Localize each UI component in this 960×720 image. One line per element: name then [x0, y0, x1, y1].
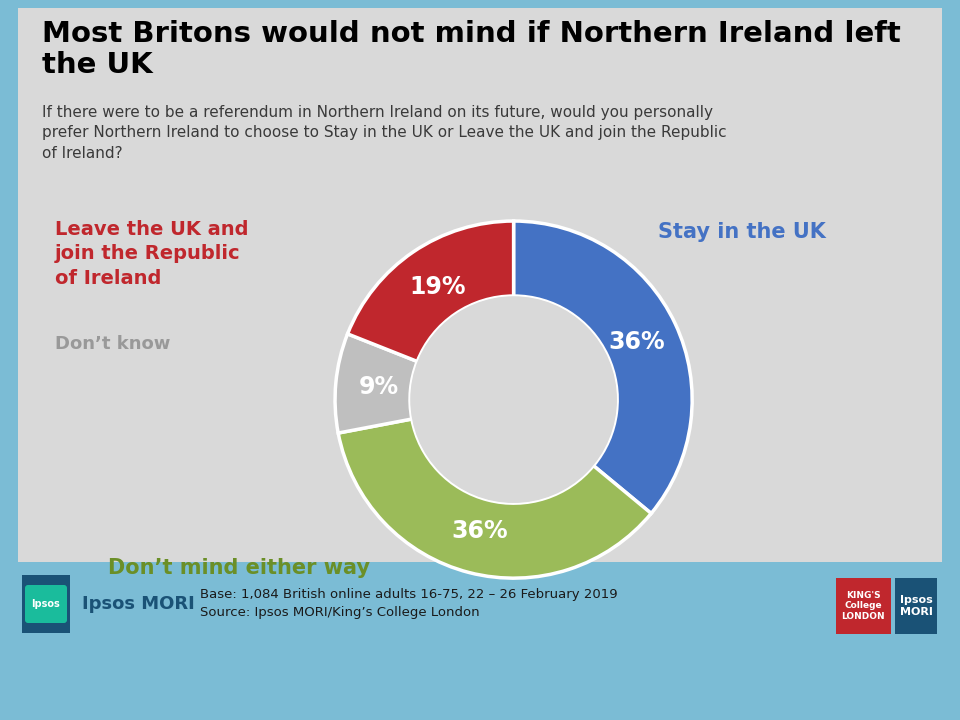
FancyBboxPatch shape — [25, 585, 67, 623]
Text: 36%: 36% — [451, 519, 508, 543]
Wedge shape — [348, 221, 514, 361]
Text: Don’t mind either way: Don’t mind either way — [108, 558, 370, 578]
Wedge shape — [338, 419, 651, 578]
FancyBboxPatch shape — [18, 8, 942, 640]
Text: Ipsos MORI: Ipsos MORI — [82, 595, 195, 613]
Text: Stay in the UK: Stay in the UK — [658, 222, 826, 242]
Text: Base: 1,084 British online adults 16-75, 22 – 26 February 2019: Base: 1,084 British online adults 16-75,… — [200, 588, 617, 601]
Text: If there were to be a referendum in Northern Ireland on its future, would you pe: If there were to be a referendum in Nort… — [42, 105, 727, 161]
Text: Ipsos: Ipsos — [32, 599, 60, 609]
Text: KING'S
College
LONDON: KING'S College LONDON — [841, 591, 885, 621]
FancyBboxPatch shape — [22, 575, 70, 633]
Wedge shape — [335, 334, 418, 433]
Text: 36%: 36% — [608, 330, 664, 354]
Text: 9%: 9% — [358, 375, 398, 399]
Text: Source: Ipsos MORI/King’s College London: Source: Ipsos MORI/King’s College London — [200, 606, 480, 619]
Circle shape — [411, 297, 616, 503]
Text: Leave the UK and
join the Republic
of Ireland: Leave the UK and join the Republic of Ir… — [55, 220, 249, 287]
Wedge shape — [514, 221, 692, 513]
Text: Don’t know: Don’t know — [55, 335, 170, 353]
Text: Ipsos
MORI: Ipsos MORI — [900, 595, 932, 617]
FancyBboxPatch shape — [836, 578, 891, 634]
Text: Most Britons would not mind if Northern Ireland left
the UK: Most Britons would not mind if Northern … — [42, 20, 900, 79]
FancyBboxPatch shape — [18, 562, 942, 640]
FancyBboxPatch shape — [895, 578, 937, 634]
Text: 19%: 19% — [409, 275, 466, 300]
